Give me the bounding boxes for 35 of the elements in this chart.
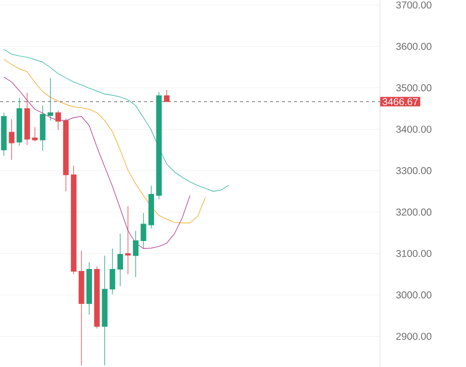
y-tick-label: 3100.00 bbox=[396, 250, 432, 258]
candlestick bbox=[117, 233, 123, 287]
y-tick-label: 3200.00 bbox=[396, 208, 432, 216]
candlestick bbox=[94, 266, 100, 329]
candlestick bbox=[164, 90, 170, 102]
y-tick-label: 3300.00 bbox=[396, 167, 432, 174]
candlestick bbox=[102, 255, 108, 366]
candlestick bbox=[125, 206, 131, 275]
candlestick bbox=[86, 262, 92, 316]
y-tick-label: 3000.00 bbox=[396, 291, 432, 298]
candlestick bbox=[40, 105, 46, 152]
y-tick-label: 2900.00 bbox=[396, 332, 432, 340]
candlestick bbox=[24, 92, 30, 146]
y-tick-label: 3400.00 bbox=[396, 126, 432, 133]
ref-line-label: 3466.67 bbox=[382, 98, 418, 106]
candlestick bbox=[8, 118, 14, 160]
line-series bbox=[4, 58, 206, 224]
candlestick bbox=[78, 250, 84, 366]
candlestick bbox=[32, 126, 38, 142]
candlestick bbox=[156, 92, 162, 200]
y-tick-label: 3600.00 bbox=[396, 42, 432, 50]
candlestick bbox=[132, 230, 138, 278]
candlestick bbox=[70, 165, 76, 275]
candlestick bbox=[140, 212, 146, 249]
candlestick bbox=[1, 112, 7, 156]
candlestick bbox=[110, 248, 116, 294]
line-series bbox=[4, 48, 230, 192]
candlestick bbox=[16, 97, 22, 146]
line-series bbox=[4, 76, 190, 249]
candlestick bbox=[63, 118, 69, 192]
y-tick-label: 3700.00 bbox=[396, 1, 432, 8]
y-tick-label: 3500.00 bbox=[396, 84, 432, 92]
candlestick bbox=[55, 110, 61, 130]
candlestick bbox=[148, 185, 154, 229]
candlestick bbox=[48, 78, 54, 121]
